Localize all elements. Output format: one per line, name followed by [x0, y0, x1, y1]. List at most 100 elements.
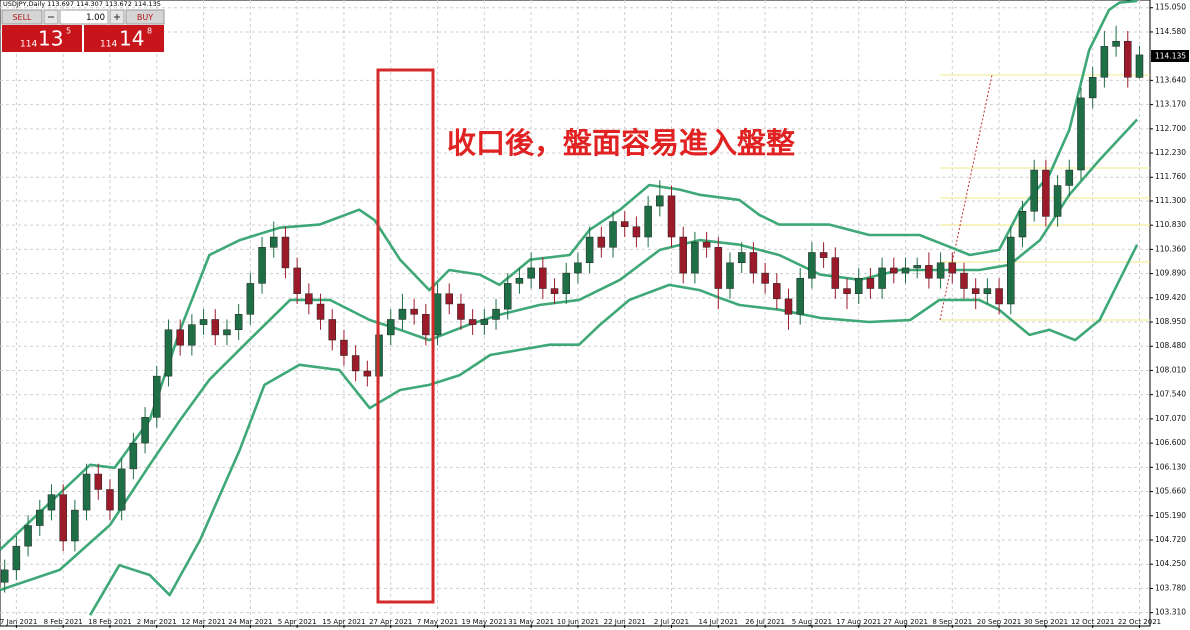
buy-point: 8 [147, 27, 152, 36]
buy-button[interactable] [125, 9, 165, 25]
candle-body [667, 195, 676, 238]
buy-pips: 14 [119, 27, 144, 51]
y-tick-label: 115.050 [1155, 3, 1186, 12]
y-tick-label: 110.360 [1155, 244, 1186, 253]
y-tick-label: 110.830 [1155, 220, 1186, 229]
bollinger-bands [0, 0, 1139, 616]
candle-body [234, 314, 243, 331]
candle-body [550, 288, 559, 294]
sell-big-figure: 114 [20, 40, 37, 50]
candle-body [656, 195, 664, 207]
symbol-info: USDJPY,Daily 113.697 114.307 113.672 114… [3, 0, 161, 8]
buy-price-panel[interactable] [84, 25, 164, 52]
candle-body [269, 236, 278, 248]
candle-body [1053, 185, 1062, 217]
y-tick-label: 107.540 [1155, 390, 1186, 399]
x-tick-label: 27 Jan 2021 [0, 618, 37, 626]
candle-body [258, 247, 266, 284]
sell-button[interactable] [1, 9, 43, 25]
y-tick-label: 108.480 [1155, 341, 1186, 350]
candle-body [936, 262, 945, 279]
candle-body [363, 370, 372, 377]
x-tick-label: 7 May 2021 [417, 618, 458, 626]
x-tick-label: 2 Mar 2021 [137, 618, 177, 626]
candle-body [1042, 169, 1050, 217]
y-tick-label: 111.300 [1155, 196, 1186, 205]
candle-body [340, 339, 348, 356]
candle-body [153, 375, 161, 418]
y-tick-label: 106.600 [1155, 438, 1186, 447]
candle-body [386, 319, 395, 336]
candle-body [445, 293, 453, 305]
candle-body [106, 489, 114, 511]
lot-input[interactable] [59, 9, 109, 25]
x-tick-label: 20 Sep 2021 [977, 618, 1021, 626]
candle-body [773, 283, 781, 300]
y-tick-label: 114.580 [1155, 27, 1186, 36]
candle-body [0, 569, 9, 583]
y-tick-label: 111.760 [1155, 172, 1186, 181]
candle-body [948, 262, 957, 274]
y-tick-label: 108.950 [1155, 317, 1186, 326]
x-tick-label: 2 Jul 2021 [654, 618, 689, 626]
candle-body [117, 468, 126, 511]
candle-body [1077, 97, 1085, 171]
y-tick-label: 107.070 [1155, 414, 1186, 423]
x-tick-label: 30 Sep 2021 [1024, 618, 1068, 626]
candle-body [351, 355, 360, 372]
candle-body [679, 236, 687, 274]
y-tick-label: 104.720 [1155, 535, 1186, 544]
y-tick-label: 112.230 [1155, 148, 1186, 157]
candle-body [831, 257, 840, 289]
y-tick-label: 108.010 [1155, 365, 1186, 374]
annotation: 收口後，盤面容易進入盤整 [447, 126, 795, 160]
sell-label: SELL [12, 13, 32, 22]
candle-body [410, 308, 418, 315]
candle-body [71, 509, 79, 542]
grid [0, 0, 1150, 625]
sell-point: 5 [66, 27, 71, 36]
y-tick-label: 103.780 [1155, 583, 1186, 592]
x-tick-label: 17 Aug 2021 [836, 618, 881, 626]
y-tick-label: 105.190 [1155, 511, 1186, 520]
y-tick-label: 104.250 [1155, 559, 1186, 568]
fibonacci [939, 74, 1150, 321]
candle-body [843, 288, 851, 294]
candle-body [24, 525, 32, 547]
x-tick-label: 31 May 2021 [508, 618, 554, 626]
candle-body [94, 473, 103, 490]
candle-body [164, 329, 173, 377]
candle-body [1100, 46, 1109, 78]
candle-body [620, 221, 629, 227]
candle-body [293, 267, 301, 294]
sell-pips: 13 [38, 27, 63, 51]
price-axis: 115.050 114.580 113.640 113.170 112.700 112.2… [0, 3, 1186, 628]
candle-body [199, 319, 208, 325]
candle-body [749, 252, 758, 274]
candle-body [796, 277, 804, 315]
candle-body [1007, 236, 1015, 305]
candle-body [726, 262, 734, 289]
candle-body [890, 267, 898, 274]
y-tick-label: 103.310 [1155, 608, 1186, 617]
band-line [0, 118, 1139, 592]
candle-body [422, 314, 430, 336]
candle-body [913, 265, 921, 269]
x-tick-label: 12 Oct 2021 [1071, 618, 1114, 626]
candle-body [281, 236, 290, 269]
candle-body [983, 288, 992, 294]
candle-body [176, 329, 184, 346]
candle-body [47, 494, 56, 511]
candle-body [527, 267, 535, 279]
y-tick-label: 113.170 [1155, 100, 1186, 109]
candle-body [503, 283, 512, 310]
sell-price-panel[interactable] [2, 25, 82, 52]
x-tick-label: 27 Aug 2021 [883, 618, 928, 626]
candle-body [305, 293, 313, 305]
candle-body [609, 221, 617, 248]
candle-body [1065, 169, 1074, 186]
candle-body [211, 319, 220, 336]
candle-body [597, 236, 606, 248]
last-price: 114.135 [1155, 52, 1186, 61]
